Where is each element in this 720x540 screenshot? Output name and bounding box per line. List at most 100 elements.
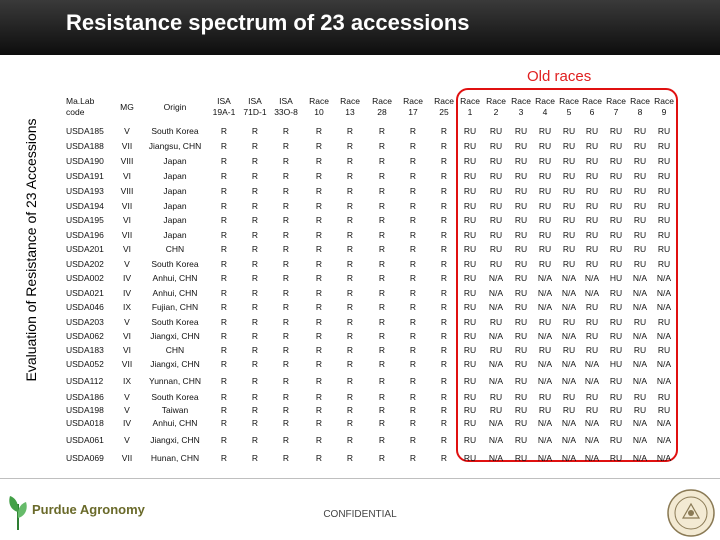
resistance-cell: R xyxy=(346,359,354,369)
resistance-cell: R xyxy=(440,435,448,445)
resistance-cell: N/A xyxy=(488,418,504,428)
resistance-cell: RU xyxy=(514,405,528,415)
resistance-cell: R xyxy=(346,230,354,240)
resistance-cell: RU xyxy=(657,215,671,225)
resistance-cell: N/A xyxy=(537,359,553,369)
resistance-cell: R xyxy=(409,244,417,254)
resistance-cell: R xyxy=(346,259,354,269)
resistance-cell: RU xyxy=(538,186,552,196)
resistance-cell: R xyxy=(251,186,259,196)
resistance-cell: RU xyxy=(562,259,576,269)
resistance-cell: RU xyxy=(609,392,623,402)
resistance-cell: R xyxy=(282,171,290,181)
accession-code-cell: USDA190 xyxy=(66,156,104,166)
resistance-cell: R xyxy=(315,171,323,181)
resistance-cell: R xyxy=(220,141,228,151)
resistance-cell: RU xyxy=(562,405,576,415)
resistance-cell: RU xyxy=(489,215,503,225)
resistance-cell: R xyxy=(282,435,290,445)
resistance-cell: RU xyxy=(657,345,671,355)
resistance-cell: R xyxy=(315,302,323,312)
column-header: Race 2 xyxy=(484,96,508,118)
column-header-line: Race xyxy=(511,96,531,106)
resistance-cell: HU xyxy=(609,359,623,369)
resistance-cell: R xyxy=(346,376,354,386)
resistance-cell: N/A xyxy=(561,302,577,312)
column-header-line: Origin xyxy=(163,102,187,112)
resistance-cell: R xyxy=(282,244,290,254)
resistance-cell: N/A xyxy=(656,331,672,341)
resistance-cell: RU xyxy=(514,273,528,283)
resistance-cell: R xyxy=(378,186,386,196)
column-header-line: 5 xyxy=(566,107,572,117)
resistance-cell: R xyxy=(440,156,448,166)
resistance-cell: RU xyxy=(562,141,576,151)
resistance-cell: N/A xyxy=(632,418,648,428)
column-header: Race 7 xyxy=(604,96,628,118)
purdue-agronomy-logo: Purdue Agronomy xyxy=(6,490,166,534)
resistance-cell: RU xyxy=(514,156,528,166)
resistance-cell: R xyxy=(378,331,386,341)
resistance-cell: R xyxy=(220,345,228,355)
resistance-cell: R xyxy=(378,453,386,463)
resistance-cell: R xyxy=(346,141,354,151)
resistance-cell: N/A xyxy=(561,453,577,463)
resistance-cell: R xyxy=(315,215,323,225)
resistance-cell: R xyxy=(378,273,386,283)
resistance-cell: R xyxy=(346,405,354,415)
resistance-cell: R xyxy=(220,244,228,254)
resistance-cell: R xyxy=(282,186,290,196)
resistance-cell: RU xyxy=(489,259,503,269)
resistance-cell: RU xyxy=(633,392,647,402)
accession-code-cell: USDA191 xyxy=(66,171,104,181)
resistance-cell: RU xyxy=(514,453,528,463)
resistance-cell: RU xyxy=(489,230,503,240)
resistance-cell: R xyxy=(346,186,354,196)
resistance-cell: RU xyxy=(609,259,623,269)
slide-title: Resistance spectrum of 23 accessions xyxy=(66,10,470,35)
resistance-cell: N/A xyxy=(656,453,672,463)
resistance-cell: R xyxy=(440,141,448,151)
resistance-cell: R xyxy=(346,418,354,428)
resistance-cell: RU xyxy=(609,418,623,428)
resistance-cell: N/A xyxy=(488,453,504,463)
resistance-cell: R xyxy=(282,418,290,428)
resistance-cell: RU xyxy=(657,201,671,211)
resistance-cell: R xyxy=(282,215,290,225)
resistance-cell: R xyxy=(378,156,386,166)
resistance-cell: RU xyxy=(657,230,671,240)
column-header-line: Race xyxy=(486,96,506,106)
resistance-cell: R xyxy=(378,171,386,181)
resistance-cell: R xyxy=(282,453,290,463)
resistance-cell: R xyxy=(315,418,323,428)
resistance-cell: R xyxy=(378,359,386,369)
resistance-cell: RU xyxy=(463,244,477,254)
resistance-cell: RU xyxy=(538,141,552,151)
resistance-cell: RU xyxy=(633,215,647,225)
purdue-seal-icon xyxy=(667,489,715,537)
resistance-cell: R xyxy=(409,405,417,415)
title-bar: Resistance spectrum of 23 accessions xyxy=(0,0,720,55)
resistance-cell: R xyxy=(378,126,386,136)
resistance-cell: R xyxy=(440,418,448,428)
resistance-cell: R xyxy=(315,345,323,355)
resistance-cell: R xyxy=(251,126,259,136)
resistance-cell: RU xyxy=(585,126,599,136)
resistance-cell: RU xyxy=(609,331,623,341)
resistance-cell: R xyxy=(346,302,354,312)
accession-code-cell: USDA188 xyxy=(66,141,104,151)
resistance-cell: RU xyxy=(538,405,552,415)
column-header-line: Race xyxy=(654,96,674,106)
maturity-group-cell: IX xyxy=(122,302,132,312)
resistance-cell: N/A xyxy=(584,376,600,386)
resistance-cell: N/A xyxy=(656,418,672,428)
resistance-cell: RU xyxy=(538,345,552,355)
resistance-cell: R xyxy=(440,345,448,355)
resistance-cell: R xyxy=(315,405,323,415)
resistance-cell: N/A xyxy=(488,376,504,386)
resistance-cell: RU xyxy=(585,141,599,151)
accession-code-cell: USDA112 xyxy=(66,376,104,386)
resistance-cell: R xyxy=(346,345,354,355)
maturity-group-cell: VI xyxy=(122,171,132,181)
maturity-group-cell: VII xyxy=(121,359,133,369)
